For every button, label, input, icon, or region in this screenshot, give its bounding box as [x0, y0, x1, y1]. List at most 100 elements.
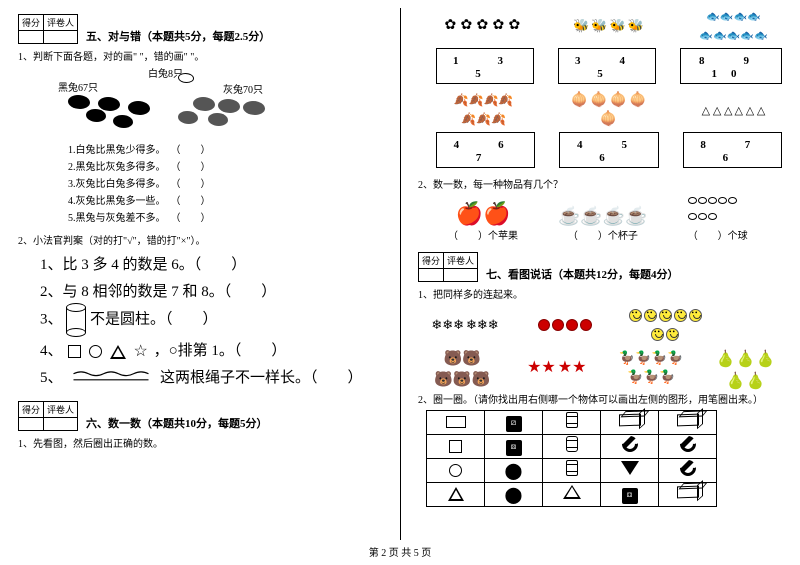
bears-icon: 🐻🐻🐻🐻🐻	[426, 349, 499, 385]
snowflakes-icon: ❄❄❄❄❄❄	[426, 307, 504, 343]
q5-2: 2、小法官判案（对的打"√"，错的打"×"）。	[18, 232, 382, 247]
section7-title: 七、看图说话（本题共12分，每题4分）	[486, 266, 679, 282]
ducks-icon: 🦆🦆🦆🦆🦆🦆🦆	[615, 349, 688, 385]
circle-icon	[89, 345, 102, 358]
table-row: ⚄	[427, 435, 717, 459]
section7-head: 得分评卷人 七、看图说话（本题共12分，每题4分）	[418, 252, 782, 282]
cuboid-cell	[601, 411, 659, 435]
cylinder-cell	[543, 435, 601, 459]
score-box: 得分评卷人	[18, 14, 78, 44]
number-box: 4 5 6	[559, 132, 658, 168]
square-cell	[427, 435, 485, 459]
number-box: 8 9 10	[680, 48, 782, 84]
number-box: 3 4 5	[558, 48, 656, 84]
item-5-2-1: 1、比 3 多 4 的数是 6。（ ）	[40, 253, 382, 274]
match-row-bottom: 🐻🐻🐻🐻🐻 ★★★★ 🦆🦆🦆🦆🦆🦆🦆 🍐🍐🍐🍐🍐	[426, 349, 782, 385]
item-5-2-2: 2、与 8 相邻的数是 7 和 8。（ ）	[40, 280, 382, 301]
count-images-row1: 🐝🐝🐝🐝 🐟🐟🐟🐟🐟🐟🐟🐟🐟	[436, 8, 782, 44]
smileys-icon	[626, 307, 704, 343]
q5-1: 1、判断下面各题，对的画" "，错的画" "。	[18, 48, 382, 63]
apple-icon: 🍎	[456, 201, 483, 226]
judge-item: 2.黑兔比灰兔多得多。（ ）	[68, 158, 382, 173]
red-balls-icon	[526, 307, 604, 343]
flowers-icon	[436, 8, 531, 44]
number-box: 8 7 6	[683, 132, 782, 168]
judge-item: 4.灰兔比黑兔多一些。（ ）	[68, 192, 382, 207]
q7-2: 2、圈一圈。（请你找出用右侧哪一个物体可以画出左侧的图形，用笔圈出来。）	[418, 391, 782, 406]
dice-cell: ⚄	[485, 435, 543, 459]
leaves-icon: 🍂🍂🍂🍂🍂🍂🍂	[436, 92, 531, 128]
judge-item: 5.黑兔与灰兔差不多。（ ）	[68, 209, 382, 224]
rect-cell	[427, 411, 485, 435]
right-column: 🐝🐝🐝🐝 🐟🐟🐟🐟🐟🐟🐟🐟🐟 1 3 5 3 4 5 8 9 10 🍂🍂🍂🍂🍂🍂…	[400, 0, 800, 540]
cylinder-icon	[66, 307, 86, 333]
black-rabbit-label: 黑兔67只	[58, 79, 98, 94]
onions-icon: 🧅🧅🧅🧅🧅	[561, 92, 656, 128]
left-column: 得分评卷人 五、对与错（本题共5分，每题2.5分） 1、判断下面各题，对的画" …	[0, 0, 400, 540]
white-rabbit-icon	[178, 73, 194, 83]
cups-item: ☕☕☕☕ （ ）个杯子	[558, 206, 648, 242]
square-icon	[68, 345, 81, 358]
half-cell	[659, 459, 717, 483]
match-row-top: ❄❄❄❄❄❄	[426, 307, 782, 343]
ball-cell: ⬤	[485, 483, 543, 507]
red-stars-icon: ★★★★	[521, 349, 594, 385]
judge-list: 1.白兔比黑兔少得多。（ ） 2.黑兔比灰兔多得多。（ ） 3.灰兔比白兔多得多…	[68, 141, 382, 224]
q7-1: 1、把同样多的连起来。	[418, 286, 782, 301]
shape-table: ⚂ ⚄ ⬤ ⬤ ⚃	[426, 410, 717, 507]
number-boxes-row2: 4 6 7 4 5 6 8 7 6	[436, 132, 782, 168]
judge-item: 1.白兔比黑兔少得多。（ ）	[68, 141, 382, 156]
can-cell	[543, 411, 601, 435]
dice-cell: ⚃	[601, 483, 659, 507]
half-cell	[601, 435, 659, 459]
column-divider	[400, 8, 401, 540]
number-box: 1 3 5	[436, 48, 534, 84]
score-box: 得分评卷人	[418, 252, 478, 282]
count-objects-row: 🍎🍎 （ ）个苹果 ☕☕☕☕ （ ）个杯子 （ ）个球	[448, 197, 782, 242]
circle-cell	[427, 459, 485, 483]
triangles-icon: △ △ △△ △ △	[686, 92, 781, 128]
table-row: ⚂	[427, 411, 717, 435]
cuboid-cell	[659, 483, 717, 507]
cuboid-cell	[659, 411, 717, 435]
wave-lines-icon	[66, 370, 156, 382]
apples-item: 🍎🍎 （ ）个苹果	[448, 201, 518, 242]
section6-head: 得分评卷人 六、数一数（本题共10分，每题5分）	[18, 401, 382, 431]
item-5-2-3: 3、 不是圆柱。（ ）	[40, 307, 382, 333]
can-cell	[543, 459, 601, 483]
balls-item: （ ）个球	[688, 197, 748, 242]
gray-rabbit-label: 灰兔70只	[223, 81, 263, 96]
q6-2: 2、数一数，每一种物品有几个？	[418, 176, 782, 191]
ball-cell: ⬤	[485, 459, 543, 483]
grader-label: 评卷人	[44, 15, 78, 31]
judge-item: 3.灰兔比白兔多得多。（ ）	[68, 175, 382, 190]
rabbits-illustration: 白兔8只 黑兔67只 灰兔70只	[58, 67, 288, 137]
section6-title: 六、数一数（本题共10分，每题5分）	[86, 415, 268, 431]
fish-icon: 🐟🐟🐟🐟🐟🐟🐟🐟🐟	[686, 8, 781, 44]
half-cell	[659, 435, 717, 459]
section5-title: 五、对与错（本题共5分，每题2.5分）	[86, 28, 270, 44]
score-label: 得分	[19, 15, 44, 31]
section5-head: 得分评卷人 五、对与错（本题共5分，每题2.5分）	[18, 14, 382, 44]
gray-rabbit-icon	[193, 97, 215, 111]
page-footer: 第 2 页 共 5 页	[0, 540, 800, 559]
count-images-row2: 🍂🍂🍂🍂🍂🍂🍂 🧅🧅🧅🧅🧅 △ △ △△ △ △	[436, 92, 782, 128]
table-row: ⬤ ⚃	[427, 483, 717, 507]
pears-icon: 🍐🍐🍐🍐🍐	[710, 349, 783, 385]
number-boxes-row1: 1 3 5 3 4 5 8 9 10	[436, 48, 782, 84]
cone-cell	[543, 483, 601, 507]
q6-1: 1、先看图，然后圈出正确的数。	[18, 435, 382, 450]
item-5-2-5: 5、 这两根绳子不一样长。（ ）	[40, 366, 382, 387]
star-icon: ☆	[134, 345, 148, 358]
triangle-cell	[427, 483, 485, 507]
score-box: 得分评卷人	[18, 401, 78, 431]
cone-cell	[601, 459, 659, 483]
triangle-icon	[110, 345, 126, 359]
table-row: ⬤	[427, 459, 717, 483]
dice-cell: ⚂	[485, 411, 543, 435]
balls-icon	[688, 197, 738, 227]
number-box: 4 6 7	[436, 132, 535, 168]
bees-icon: 🐝🐝🐝🐝	[561, 8, 656, 44]
item-5-2-4: 4、 ☆ ，○排第 1。（ ）	[40, 339, 382, 360]
black-rabbit-icon	[68, 95, 90, 109]
